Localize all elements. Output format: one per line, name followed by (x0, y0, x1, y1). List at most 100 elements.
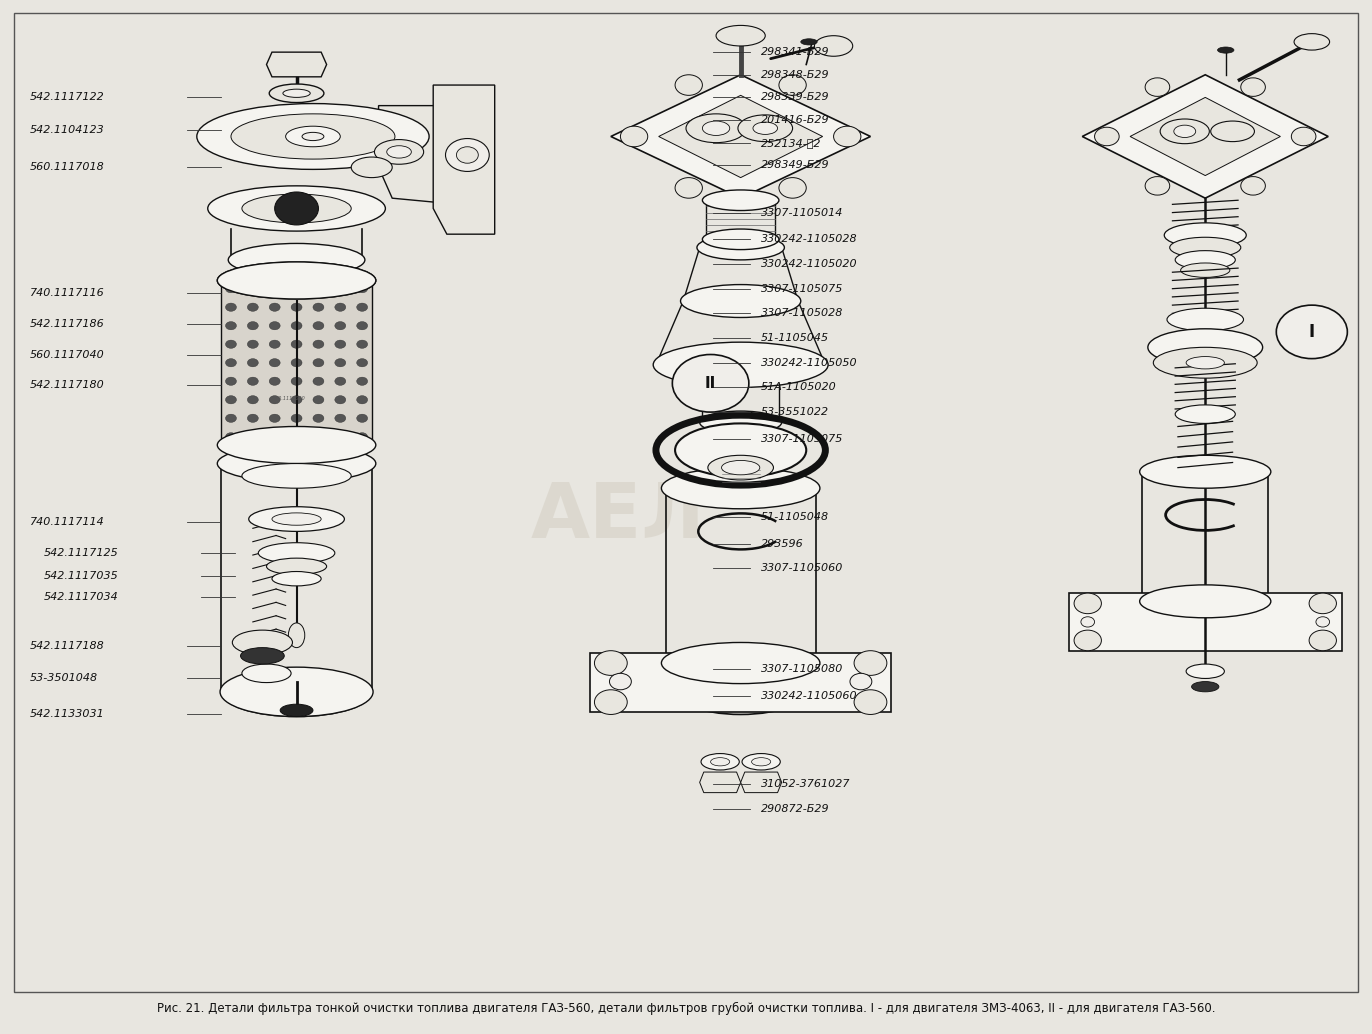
Circle shape (1276, 305, 1347, 359)
Ellipse shape (280, 704, 313, 717)
Ellipse shape (661, 642, 820, 683)
Text: Рис. 21. Детали фильтра тонкой очистки топлива двигателя ГАЗ-560, детали фильтро: Рис. 21. Детали фильтра тонкой очистки т… (156, 1002, 1216, 1015)
Ellipse shape (753, 122, 778, 134)
Circle shape (357, 284, 368, 293)
Circle shape (779, 74, 807, 95)
Ellipse shape (701, 754, 740, 770)
Text: 740.1117116: 740.1117116 (30, 287, 104, 298)
Circle shape (225, 377, 236, 386)
Ellipse shape (387, 146, 412, 158)
Circle shape (672, 355, 749, 413)
Ellipse shape (1168, 308, 1243, 331)
Text: 560.1117018: 560.1117018 (30, 162, 104, 173)
Circle shape (291, 340, 302, 348)
Text: 542.1117186: 542.1117186 (30, 318, 104, 329)
Polygon shape (590, 652, 890, 712)
Ellipse shape (288, 622, 305, 647)
Ellipse shape (1165, 223, 1246, 247)
Circle shape (1309, 630, 1336, 650)
Text: 542.1117180: 542.1117180 (30, 381, 104, 391)
Circle shape (834, 126, 860, 147)
Ellipse shape (1140, 455, 1270, 488)
Ellipse shape (1148, 329, 1262, 366)
Text: 290872-Б29: 290872-Б29 (761, 804, 830, 814)
Circle shape (357, 415, 368, 422)
Circle shape (357, 359, 368, 367)
Circle shape (620, 126, 648, 147)
Ellipse shape (1210, 121, 1254, 142)
Ellipse shape (738, 115, 793, 142)
Ellipse shape (752, 758, 771, 766)
Text: 31052-3761027: 31052-3761027 (761, 780, 851, 789)
Ellipse shape (722, 460, 760, 475)
Ellipse shape (711, 758, 730, 766)
Ellipse shape (700, 412, 782, 433)
Circle shape (335, 396, 346, 404)
Ellipse shape (1294, 34, 1329, 50)
Ellipse shape (228, 243, 365, 276)
Text: АЕЛ: АЕЛ (531, 480, 705, 554)
Ellipse shape (702, 121, 730, 135)
Text: 740.1117114: 740.1117114 (30, 517, 104, 527)
Circle shape (335, 303, 346, 311)
Circle shape (1240, 177, 1265, 195)
Circle shape (357, 340, 368, 348)
Polygon shape (1083, 74, 1328, 199)
Circle shape (291, 396, 302, 404)
Circle shape (1081, 616, 1095, 627)
Text: 560.1117040: 560.1117040 (273, 396, 306, 401)
Ellipse shape (272, 513, 321, 525)
Circle shape (225, 340, 236, 348)
Circle shape (313, 396, 324, 404)
Circle shape (291, 377, 302, 386)
Circle shape (269, 340, 280, 348)
Circle shape (269, 359, 280, 367)
Ellipse shape (708, 455, 774, 480)
Circle shape (335, 359, 346, 367)
Circle shape (357, 303, 368, 311)
Ellipse shape (241, 194, 351, 223)
Circle shape (357, 432, 368, 440)
Circle shape (291, 284, 302, 293)
Circle shape (269, 284, 280, 293)
Circle shape (1074, 594, 1102, 613)
Circle shape (269, 322, 280, 330)
Circle shape (247, 396, 258, 404)
Ellipse shape (702, 230, 779, 249)
Ellipse shape (1176, 250, 1235, 269)
Ellipse shape (220, 667, 373, 717)
Ellipse shape (716, 26, 766, 45)
Text: 3307-1105060: 3307-1105060 (761, 564, 844, 574)
Circle shape (274, 192, 318, 225)
Text: II: II (705, 375, 716, 391)
Circle shape (335, 432, 346, 440)
Text: 330242-1105020: 330242-1105020 (761, 258, 858, 269)
Ellipse shape (217, 445, 376, 482)
Circle shape (291, 322, 302, 330)
Circle shape (1316, 616, 1329, 627)
Ellipse shape (653, 342, 829, 388)
Circle shape (313, 359, 324, 367)
Ellipse shape (1140, 585, 1270, 617)
Text: 542.1117035: 542.1117035 (44, 571, 118, 581)
Circle shape (851, 673, 871, 690)
Ellipse shape (272, 572, 321, 586)
Ellipse shape (702, 190, 779, 211)
Text: 298348-Б29: 298348-Б29 (761, 69, 830, 80)
Circle shape (247, 377, 258, 386)
Circle shape (1146, 78, 1170, 96)
Ellipse shape (241, 664, 291, 682)
Circle shape (247, 340, 258, 348)
Text: 3307-1105075: 3307-1105075 (761, 434, 844, 444)
Circle shape (247, 359, 258, 367)
Text: 298339-Б29: 298339-Б29 (761, 92, 830, 102)
Ellipse shape (217, 426, 376, 463)
Polygon shape (434, 85, 495, 234)
Circle shape (269, 432, 280, 440)
Circle shape (855, 650, 886, 675)
Text: 51А-1105020: 51А-1105020 (761, 383, 837, 393)
Circle shape (225, 322, 236, 330)
Ellipse shape (207, 186, 386, 231)
Circle shape (779, 178, 807, 199)
Circle shape (269, 396, 280, 404)
